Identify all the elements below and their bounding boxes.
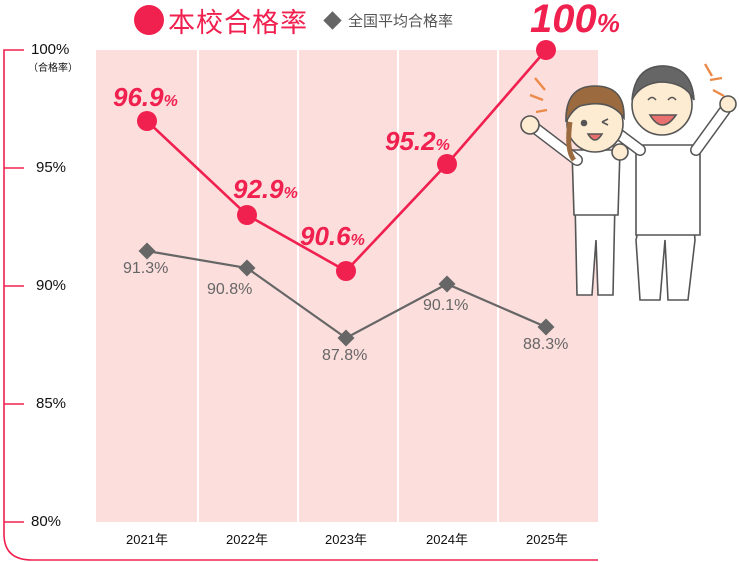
x-label-2023: 2023年 bbox=[325, 532, 367, 547]
x-label-2025: 2025年 bbox=[526, 532, 568, 547]
legend: 本校合格率 全国平均合格率 bbox=[134, 0, 453, 40]
x-label-2021: 2021年 bbox=[126, 532, 168, 547]
diamond-marker-icon bbox=[323, 10, 342, 30]
school-value-2021: 96.9% bbox=[113, 82, 178, 112]
cheering-nurses-illustration bbox=[520, 63, 737, 301]
national-value-2021: 91.3% bbox=[123, 260, 169, 277]
school-value-2023: 90.6% bbox=[300, 221, 365, 251]
national-value-2022: 90.8% bbox=[207, 281, 253, 298]
circle-marker-icon bbox=[134, 5, 164, 35]
school-value-2022: 92.9% bbox=[233, 174, 298, 204]
x-label-2022: 2022年 bbox=[226, 532, 268, 547]
national-average-series bbox=[138, 242, 555, 347]
national-value-2024: 90.1% bbox=[423, 297, 469, 314]
y-axis bbox=[3, 49, 598, 561]
school-value-2025: 100% bbox=[530, 0, 620, 41]
y-tick-80: 80% bbox=[31, 513, 62, 530]
legend-school-label: 本校合格率 bbox=[168, 7, 308, 38]
y-tick-95: 95% bbox=[36, 159, 67, 176]
national-value-2023: 87.8% bbox=[322, 347, 368, 364]
column-bands bbox=[96, 50, 598, 522]
school-pass-rate-series bbox=[137, 40, 556, 281]
y-tick-90: 90% bbox=[36, 277, 67, 294]
y-tick-100: 100% bbox=[31, 41, 70, 58]
national-value-2025: 88.3% bbox=[523, 336, 569, 353]
y-axis-sub-label: （合格率） bbox=[28, 63, 78, 74]
legend-national-label: 全国平均合格率 bbox=[348, 12, 454, 30]
y-tick-85: 85% bbox=[36, 395, 67, 412]
school-value-2024: 95.2% bbox=[385, 126, 450, 156]
x-label-2024: 2024年 bbox=[426, 532, 468, 547]
